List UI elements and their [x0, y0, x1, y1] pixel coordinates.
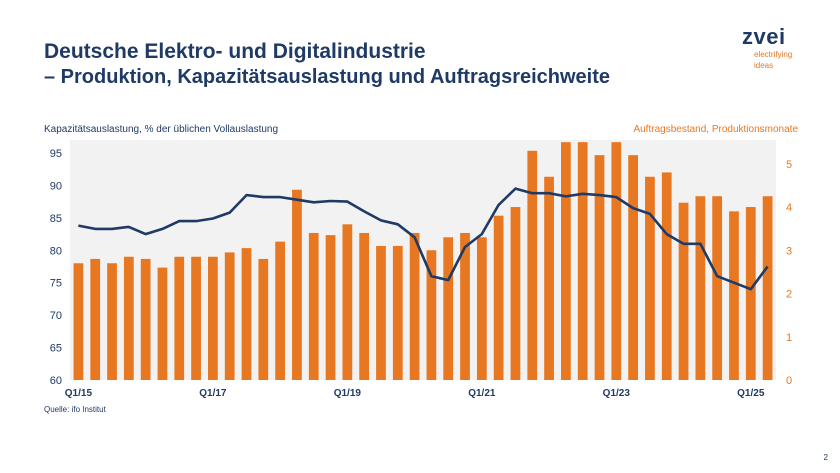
bar: [107, 263, 117, 380]
page-title: Deutsche Elektro- und Digitalindustrie: [44, 40, 426, 63]
bar: [392, 245, 403, 380]
bar: [762, 196, 773, 380]
bar: [611, 142, 622, 380]
source-note: Quelle: ifo Institut: [44, 405, 106, 414]
bar: [359, 232, 370, 380]
left-tick-label: 80: [50, 245, 62, 257]
right-tick-label: 4: [786, 202, 792, 214]
left-tick-label: 75: [50, 278, 62, 290]
right-tick-label: 2: [786, 289, 792, 301]
left-tick-label: 70: [50, 310, 62, 322]
bar: [258, 258, 269, 380]
bar: [678, 202, 689, 380]
bar: [426, 250, 437, 380]
right-tick-label: 5: [786, 159, 792, 171]
bar: [376, 245, 386, 380]
left-tick-label: 85: [50, 213, 62, 225]
bar: [645, 176, 655, 380]
logo-tagline-2: ideas: [754, 61, 774, 70]
x-tick-label: Q1/15: [65, 388, 93, 399]
bar: [208, 256, 218, 380]
bar: [157, 267, 168, 380]
bar: [476, 237, 487, 380]
bar: [745, 207, 756, 380]
bar: [527, 150, 538, 380]
bar: [460, 232, 470, 380]
bar: [594, 155, 605, 380]
left-axis-title: Kapazitätsauslastung, % der üblichen Vol…: [44, 124, 279, 135]
right-tick-label: 0: [786, 375, 792, 387]
bar: [628, 155, 638, 380]
x-tick-label: Q1/19: [334, 388, 362, 399]
bar: [73, 263, 84, 380]
left-tick-label: 95: [50, 148, 62, 160]
right-tick-label: 3: [786, 245, 792, 257]
bar: [325, 235, 336, 380]
x-tick-label: Q1/25: [737, 388, 765, 399]
bar: [695, 196, 706, 380]
page-number: 2: [823, 453, 828, 462]
bar: [224, 252, 235, 380]
logo-tagline-1: electrifying: [754, 50, 793, 59]
bar: [191, 256, 201, 380]
bar: [493, 215, 504, 380]
left-tick-label: 60: [50, 375, 62, 387]
right-tick-label: 1: [786, 332, 792, 344]
logo-wordmark: zvei: [742, 24, 786, 49]
x-tick-label: Q1/17: [199, 388, 227, 399]
bar: [275, 241, 285, 380]
x-tick-label: Q1/21: [468, 388, 496, 399]
bar: [577, 142, 588, 380]
bar: [409, 232, 420, 380]
bar: [292, 189, 302, 380]
bar: [140, 258, 151, 380]
zvei-logo: zvei electrifying ideas: [742, 24, 812, 71]
capacity-line: [78, 187, 769, 291]
bar: [342, 224, 353, 380]
x-tick-label: Q1/23: [603, 388, 631, 399]
page-subtitle: – Produktion, Kapazitätsauslastung und A…: [44, 66, 611, 88]
bar: [123, 256, 134, 380]
bar: [241, 248, 252, 380]
bar: [308, 232, 319, 380]
left-tick-label: 65: [50, 343, 62, 355]
left-tick-label: 90: [50, 180, 62, 192]
bar: [174, 256, 185, 380]
bar: [544, 176, 554, 380]
bar: [712, 196, 723, 380]
right-axis-title: Auftragsbestand, Produktionsmonate: [633, 124, 798, 135]
bar: [443, 237, 454, 380]
bar: [561, 142, 571, 380]
bar: [661, 172, 672, 380]
bar: [729, 211, 739, 380]
bar: [90, 258, 101, 380]
bar: [510, 207, 521, 380]
